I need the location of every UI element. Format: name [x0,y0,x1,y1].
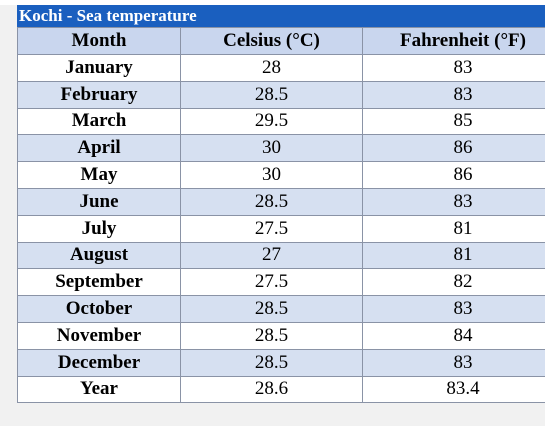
table-row: March 29.5 85 [17,107,545,136]
value-cell: 28.5 [180,321,363,350]
month-cell: January [17,54,181,82]
value-cell: 28.5 [180,187,363,216]
table-row: January 28 83 [17,54,545,82]
month-cell: October [17,295,181,323]
value-cell: 83 [362,187,545,216]
table-row: June 28.5 83 [17,187,545,216]
value-cell: 28.5 [180,80,363,109]
temperature-table: Month Celsius (°C) Fahrenheit (°F) January… [17,27,545,404]
month-cell: April [17,134,181,163]
month-cell: March [17,107,181,136]
month-cell: May [17,161,181,189]
table-row: February 28.5 83 [17,80,545,109]
table-row: April 30 86 [17,134,545,163]
month-cell: June [17,187,181,216]
month-cell: August [17,241,181,270]
table-row: October 28.5 83 [17,295,545,323]
value-cell: 27 [180,241,363,270]
month-cell: September [17,268,181,297]
month-cell: July [17,214,181,243]
header-cell: Celsius (°C) [180,27,363,55]
table-row: December 28.5 83 [17,348,545,377]
value-cell: 30 [180,161,363,189]
month-cell: Year [17,375,181,404]
month-cell: February [17,80,181,109]
header-cell: Month [17,27,181,55]
value-cell: 27.5 [180,268,363,297]
header-cell: Fahrenheit (°F) [362,27,545,55]
value-cell: 27.5 [180,214,363,243]
table-container: Kochi - Sea temperature Month Celsius (°C… [17,5,545,404]
header-row: Month Celsius (°C) Fahrenheit (°F) [17,27,545,55]
value-cell: 28 [180,54,363,82]
table-row: September 27.5 82 [17,268,545,297]
value-cell: 29.5 [180,107,363,136]
table-row: Year 28.6 83.4 [17,375,545,404]
table-row: July 27.5 81 [17,214,545,243]
value-cell: 86 [362,134,545,163]
top-strip [0,0,545,5]
table-row: August 27 81 [17,241,545,270]
month-cell: November [17,321,181,350]
table-row: November 28.5 84 [17,321,545,350]
value-cell: 81 [362,214,545,243]
value-cell: 83 [362,54,545,82]
value-cell: 28.5 [180,295,363,323]
value-cell: 82 [362,268,545,297]
value-cell: 85 [362,107,545,136]
value-cell: 83.4 [362,375,545,404]
table-row: May 30 86 [17,161,545,189]
value-cell: 86 [362,161,545,189]
value-cell: 28.6 [180,375,363,404]
value-cell: 83 [362,348,545,377]
value-cell: 84 [362,321,545,350]
value-cell: 30 [180,134,363,163]
value-cell: 83 [362,80,545,109]
value-cell: 28.5 [180,348,363,377]
month-cell: December [17,348,181,377]
table-title: Kochi - Sea temperature [17,5,545,27]
value-cell: 81 [362,241,545,270]
value-cell: 83 [362,295,545,323]
